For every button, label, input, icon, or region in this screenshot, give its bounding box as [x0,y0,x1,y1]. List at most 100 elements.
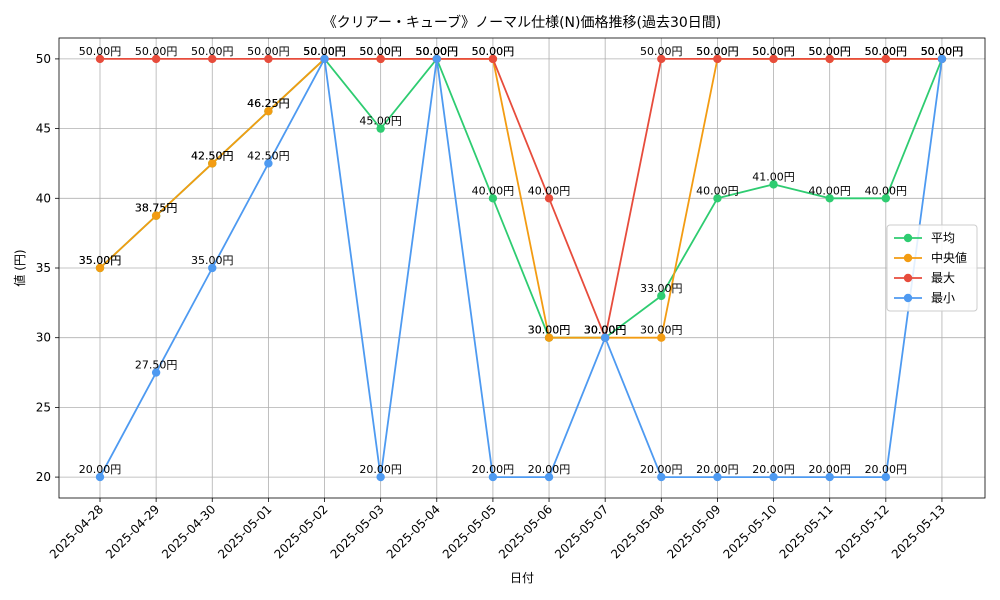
legend-marker [903,273,913,283]
data-label: 50.00円 [921,45,964,58]
data-label: 20.00円 [752,463,795,476]
data-label: 50.00円 [696,45,739,58]
data-label: 50.00円 [359,45,402,58]
data-point [320,54,329,64]
data-label: 50.00円 [416,45,459,58]
series-lines [95,54,947,482]
data-label: 20.00円 [865,463,908,476]
data-point [544,333,554,342]
y-tick-label: 25 [36,400,51,414]
data-label: 35.00円 [79,254,122,267]
y-tick-label: 30 [36,331,51,345]
legend-box [886,224,978,312]
y-tick-label: 50 [36,52,51,66]
data-point [151,368,161,377]
data-point [95,472,105,482]
data-label: 50.00円 [472,45,515,58]
data-label: 40.00円 [865,184,908,197]
data-point [657,333,666,342]
data-point [769,472,778,482]
data-point [713,54,722,64]
data-label: 30.00円 [528,324,571,337]
data-label: 50.00円 [921,45,964,58]
data-point [488,54,498,64]
data-point [657,291,666,301]
data-point [95,54,105,64]
data-label: 50.00円 [303,45,346,58]
data-point [825,472,834,482]
data-point [713,194,722,203]
data-label: 35.00円 [79,254,122,267]
data-label: 30.00円 [528,324,571,337]
data-label: 50.00円 [135,45,178,58]
data-point [488,472,498,482]
data-label: 50.00円 [921,45,964,58]
data-point [264,159,273,168]
data-label: 20.00円 [472,463,515,476]
data-point [937,54,947,64]
data-point [208,159,217,168]
data-point [657,54,666,64]
data-label: 30.00円 [584,324,627,337]
data-point [95,263,105,273]
data-label: 50.00円 [303,45,346,58]
data-label: 38.75円 [135,202,178,215]
data-label: 20.00円 [696,463,739,476]
data-label: 20.00円 [808,463,851,476]
data-point [432,54,441,64]
data-label: 33.00円 [640,282,683,295]
data-label: 50.00円 [752,45,795,58]
data-label: 50.00円 [472,45,515,58]
legend-label: 中央値 [931,250,967,265]
data-label: 40.00円 [472,184,515,197]
data-label: 27.50円 [135,359,178,372]
legend-marker [903,293,913,303]
data-label: 40.00円 [696,184,739,197]
series-line-2 [100,58,942,339]
data-label: 50.00円 [359,45,402,58]
y-tick-label: 45 [36,122,51,136]
data-label: 20.00円 [359,463,402,476]
data-labels: 35.00円 38.75円 42.50円 46.25円 50.00円 45.00円 50.0… [79,45,963,476]
legend-label: 最大 [931,271,955,285]
data-point [376,472,385,482]
data-label: 20.00円 [528,463,571,476]
data-label: 42.50円 [247,149,290,162]
data-point [208,263,217,273]
data-point [769,180,778,189]
data-label: 50.00円 [416,45,459,58]
data-point [881,54,891,64]
chart-title: 《クリアー・キューブ》ノーマル仕様(N)価格推移(過去30日間) [323,14,721,31]
data-point [151,54,161,64]
data-label: 42.50円 [191,149,234,162]
data-point [264,54,273,64]
data-point [544,472,554,482]
data-label: 30.00円 [584,324,627,337]
series-line-3 [99,58,943,478]
data-point [208,54,217,64]
data-label: 50.00円 [416,45,459,58]
data-point [881,472,891,482]
legend-marker [903,253,913,263]
data-label: 40.00円 [528,184,571,197]
data-label: 38.75円 [135,202,178,215]
data-label: 50.00円 [191,45,234,58]
data-point [600,333,610,342]
data-label: 50.00円 [921,45,964,58]
data-point [657,472,666,482]
data-point [488,194,498,203]
y-tick-label: 35 [36,261,51,275]
data-label: 40.00円 [808,184,851,197]
data-label: 50.00円 [247,45,290,58]
data-label: 50.00円 [79,45,122,58]
y-tick-label: 20 [36,470,51,484]
data-label: 50.00円 [303,45,346,58]
data-label: 20.00円 [640,463,683,476]
y-tick-label: 40 [36,191,51,205]
data-label: 50.00円 [416,45,459,58]
data-point [264,106,273,116]
data-label: 30.00円 [584,324,627,337]
